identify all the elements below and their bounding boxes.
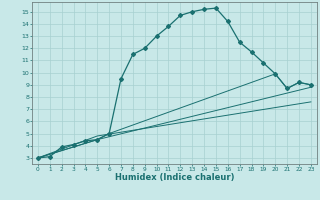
X-axis label: Humidex (Indice chaleur): Humidex (Indice chaleur) xyxy=(115,173,234,182)
